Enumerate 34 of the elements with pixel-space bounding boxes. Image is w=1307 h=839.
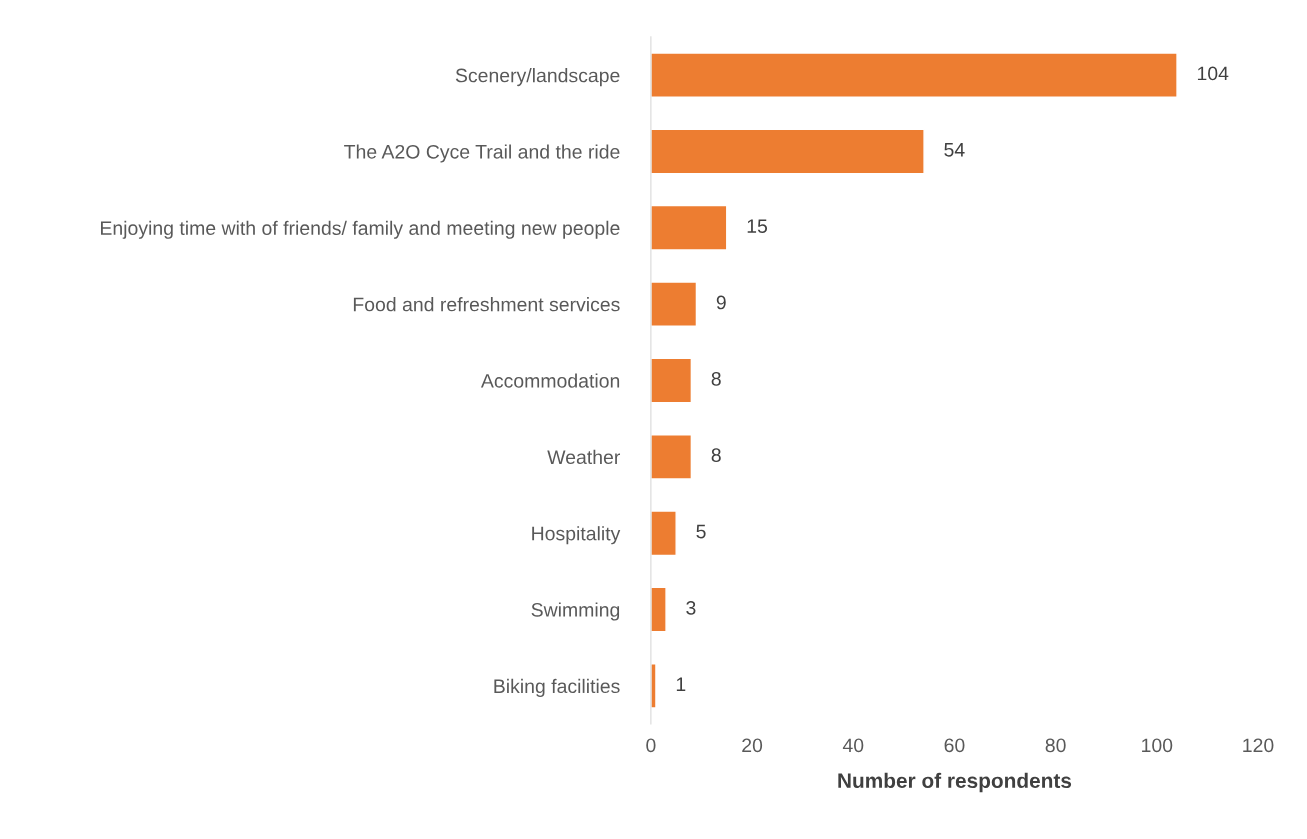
- bar: [650, 586, 667, 633]
- x-tick-label: 120: [1243, 738, 1274, 753]
- y-tick-label: Weather: [547, 449, 621, 465]
- data-label: 54: [944, 143, 965, 157]
- y-tick-label: Accommodation: [480, 373, 620, 388]
- bar: [650, 204, 728, 251]
- x-tick-label: 20: [742, 738, 763, 753]
- bar: [650, 357, 693, 404]
- y-tick-label: Biking facilities: [494, 678, 620, 697]
- data-label: 3: [686, 600, 696, 615]
- y-tick-label: Swimming: [531, 602, 620, 621]
- x-tick-label: 60: [944, 738, 965, 753]
- data-label: 1: [676, 677, 686, 691]
- data-label: 8: [711, 448, 721, 463]
- y-tick-label: Enjoying time with of friends/ family and meeting new people: [101, 220, 620, 239]
- y-tick-label: Hospitality: [532, 526, 621, 545]
- data-label: 104: [1197, 66, 1229, 81]
- bar: [650, 433, 693, 480]
- data-label: 5: [696, 524, 706, 539]
- data-label: 15: [747, 219, 768, 234]
- bar: [650, 128, 925, 175]
- x-tick-label: 0: [646, 738, 656, 753]
- bar: [650, 281, 698, 327]
- data-label: 9: [716, 295, 726, 310]
- x-tick-label: 80: [1045, 738, 1066, 753]
- x-axis-title: Number of respondents: [838, 772, 1072, 793]
- x-tick-label: 40: [842, 738, 864, 753]
- data-label: 8: [711, 371, 721, 386]
- y-tick-label: Food and refreshment services: [353, 297, 620, 312]
- y-tick-label: Scenery/landscape: [455, 68, 620, 87]
- x-tick-label: 100: [1142, 738, 1173, 753]
- y-tick-label: The A2O Cyce Trail and the ride: [344, 144, 620, 163]
- bar: [650, 52, 1178, 98]
- bar: [650, 510, 677, 557]
